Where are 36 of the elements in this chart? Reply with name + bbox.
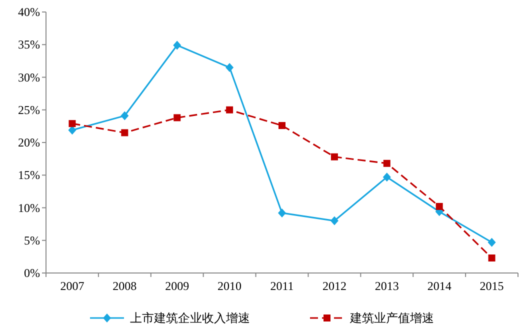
point — [173, 40, 182, 50]
y-tick-label: 5% — [24, 233, 40, 248]
point — [278, 208, 286, 218]
x-tick-label: 2013 — [374, 279, 399, 293]
y-tick-label: 30% — [18, 70, 40, 84]
point — [330, 216, 338, 226]
x-tick-label: 2015 — [480, 279, 504, 293]
legend-label: 建筑业产值增速 — [349, 311, 434, 325]
point — [174, 114, 181, 122]
y-tick-label: 25% — [18, 102, 40, 117]
y-tick-label: 20% — [18, 136, 40, 150]
legend-label: 上市建筑企业收入增速 — [130, 311, 250, 325]
x-tick-label: 2011 — [270, 279, 294, 293]
x-tick-label: 2014 — [427, 279, 452, 293]
y-tick-label: 15% — [18, 168, 40, 182]
x-tick-label: 2012 — [322, 279, 346, 293]
x-tick-label: 2009 — [165, 279, 190, 293]
x-tick-label: 2008 — [112, 279, 137, 293]
point — [68, 120, 76, 128]
y-tick-label: 0% — [24, 266, 40, 280]
y-tick-label: 40% — [18, 5, 40, 19]
x-tick-label: 2010 — [218, 279, 242, 293]
y-tick-label: 35% — [18, 38, 40, 52]
point — [226, 106, 234, 114]
point — [436, 202, 443, 210]
point — [488, 238, 496, 247]
point — [226, 62, 234, 72]
point — [278, 122, 286, 130]
point — [383, 160, 390, 167]
point — [488, 254, 496, 262]
point — [330, 153, 338, 160]
point — [121, 129, 128, 136]
point — [120, 111, 129, 120]
x-tick-label: 2007 — [60, 279, 84, 293]
y-tick-label: 10% — [18, 200, 40, 215]
point — [382, 172, 391, 182]
